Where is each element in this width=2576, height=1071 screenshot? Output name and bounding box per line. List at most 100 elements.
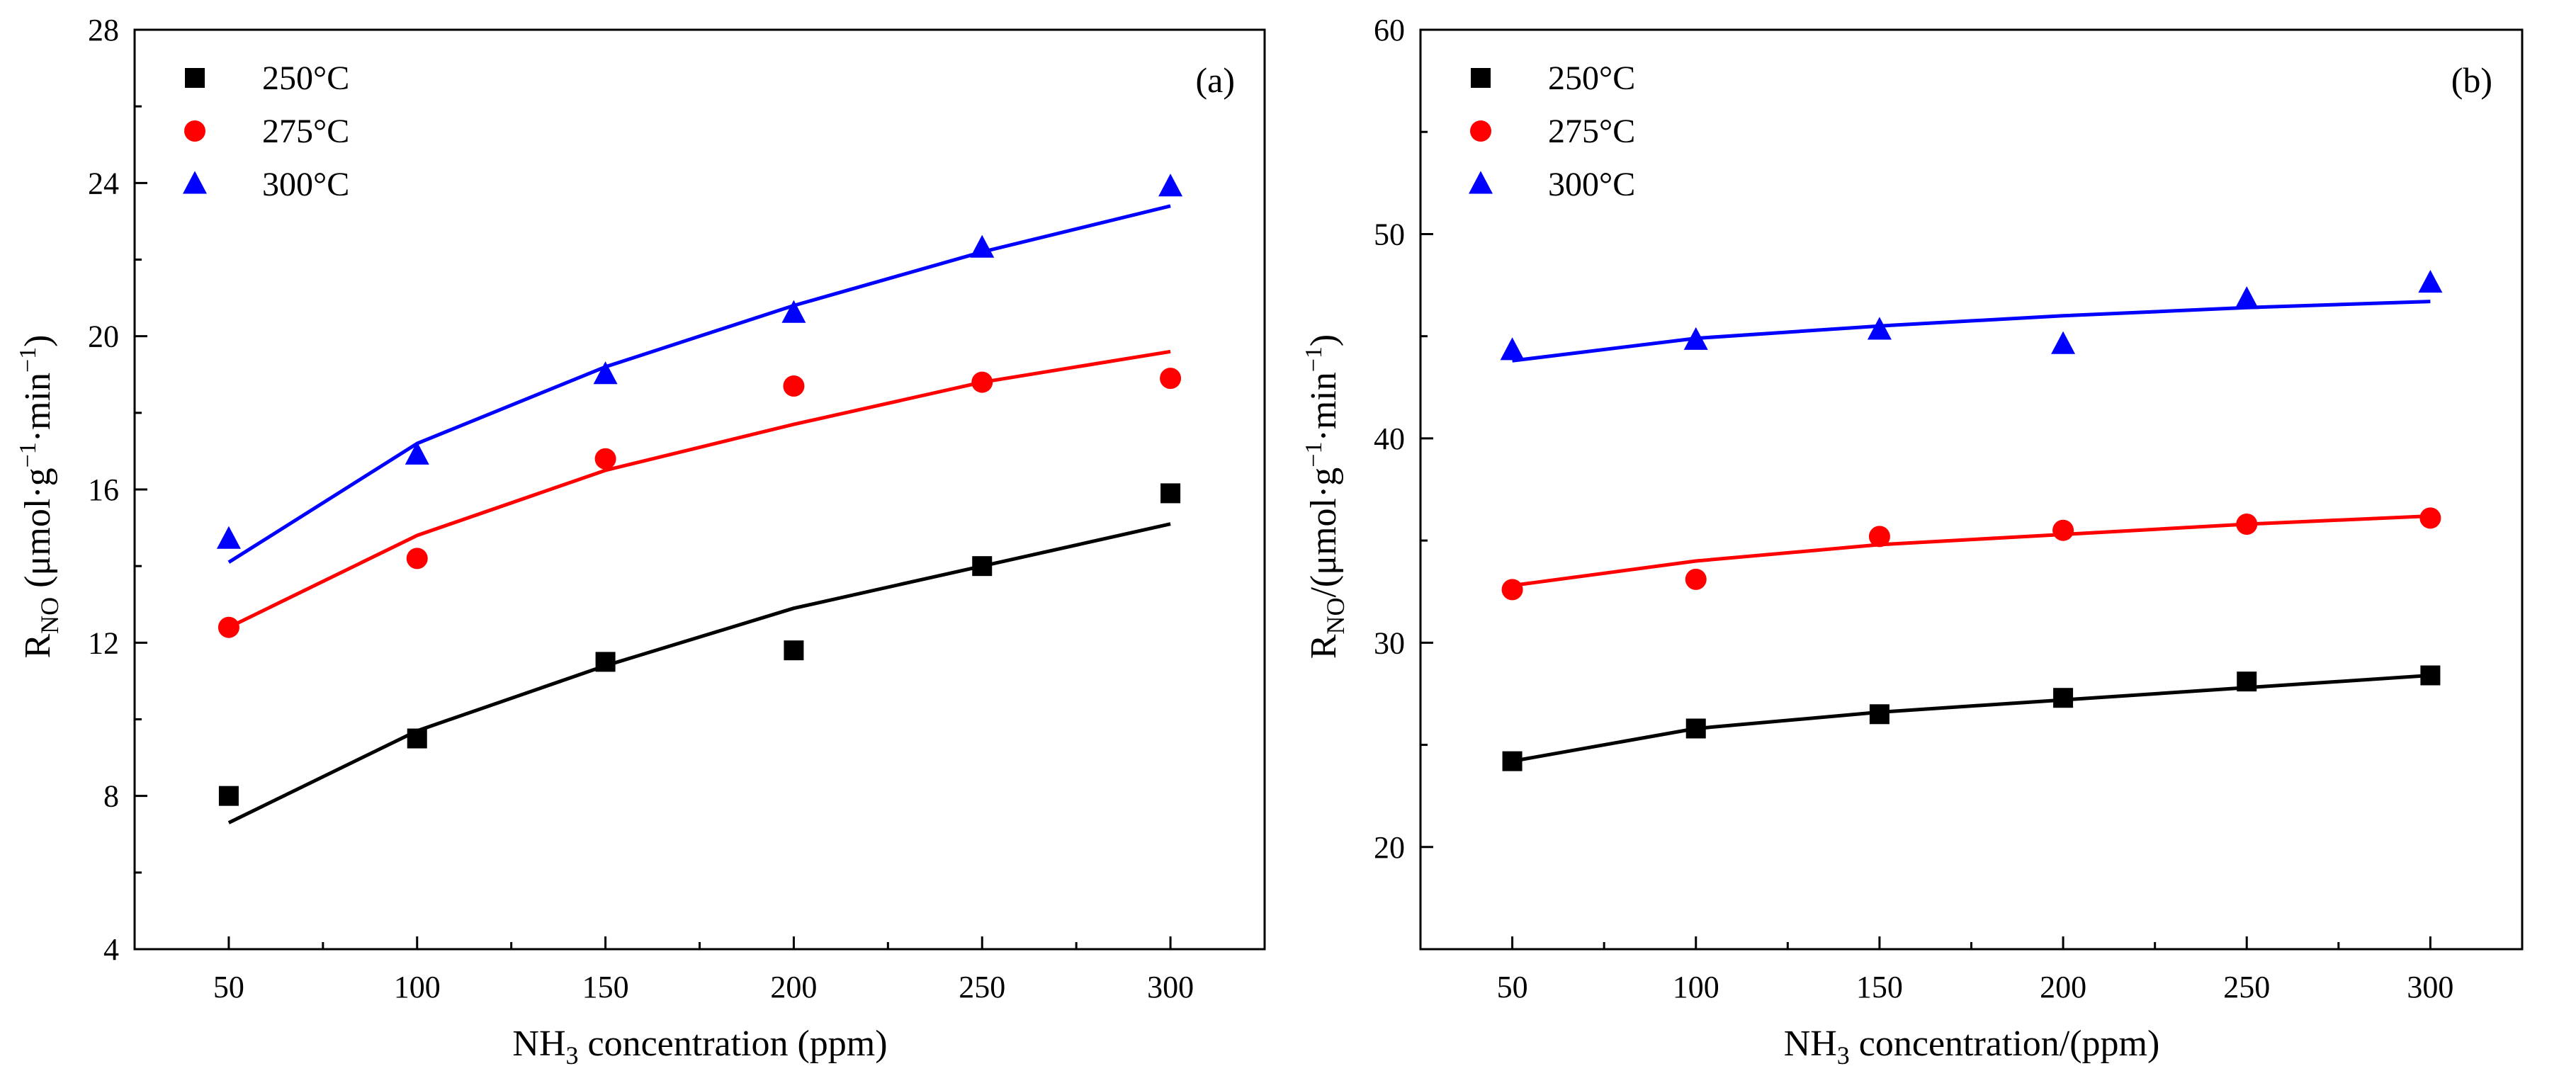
chart-panel-a: 50 100 150 200 250 300 4 8 12 16 20 24 28 NH3 concent… xyxy=(15,13,1266,1070)
y-axis-title-unit: (μmol·g xyxy=(18,468,58,596)
data-point xyxy=(405,441,429,465)
data-point xyxy=(2236,514,2258,536)
y-axis-title: RNO (μmol·g−1·min−1) xyxy=(15,334,64,658)
x-axis-title-subscript: 3 xyxy=(1837,1041,1850,1070)
legend-marker xyxy=(1471,68,1491,88)
data-point xyxy=(784,640,804,661)
legend-label: 300°C xyxy=(262,166,349,203)
data-point xyxy=(783,375,805,397)
fit-curve xyxy=(227,522,1171,824)
y-axis-title-exponent: −1 xyxy=(15,347,41,373)
legend-label: 275°C xyxy=(262,113,349,150)
data-point xyxy=(1501,579,1523,601)
fit-curve xyxy=(1512,514,2431,588)
data-point xyxy=(1868,526,1890,548)
fit-curve xyxy=(227,349,1171,629)
data-point xyxy=(218,786,239,806)
data-point xyxy=(1158,174,1183,197)
y-axis-title-subscript: NO xyxy=(1321,598,1350,635)
data-point xyxy=(1869,704,1889,725)
y-tick-label: 28 xyxy=(88,13,119,47)
y-tick-label: 40 xyxy=(1374,421,1405,456)
y-tick-label: 16 xyxy=(88,472,119,507)
x-tick-label: 300 xyxy=(2407,970,2453,1004)
y-tick-label: 50 xyxy=(1374,217,1405,251)
panel-label: (a) xyxy=(1196,60,1236,100)
data-point xyxy=(2418,270,2443,293)
x-tick-label: 150 xyxy=(582,970,629,1004)
data-point xyxy=(972,556,993,577)
y-axis-title-r: R xyxy=(18,634,58,659)
data-point xyxy=(2051,331,2076,354)
data-point xyxy=(593,361,618,385)
y-tick-label: 24 xyxy=(88,166,119,200)
x-tick-label: 150 xyxy=(1856,970,1903,1004)
x-tick-label: 250 xyxy=(2223,970,2270,1004)
data-point xyxy=(1160,368,1182,390)
data-point xyxy=(595,652,616,672)
y-tick-label: 60 xyxy=(1374,13,1405,47)
data-point xyxy=(971,371,993,393)
x-axis-title-main: NH xyxy=(1784,1024,1837,1064)
y-axis-title: RNO/(μmol·g−1·min−1) xyxy=(1301,334,1350,659)
data-point xyxy=(594,448,616,470)
data-point xyxy=(2237,672,2257,692)
legend-label: 250°C xyxy=(262,60,349,97)
series-275°C xyxy=(218,349,1182,638)
legend-marker xyxy=(1469,171,1493,194)
legend-marker xyxy=(183,171,207,194)
y-axis-title-unit: /(μmol·g xyxy=(1304,468,1344,598)
legend-marker xyxy=(1470,120,1491,142)
data-point xyxy=(2053,688,2074,708)
data-point xyxy=(2420,665,2441,686)
x-tick-label: 100 xyxy=(394,970,441,1004)
data-point xyxy=(970,234,995,258)
legend-label: 275°C xyxy=(1548,113,1635,150)
x-tick-label: 200 xyxy=(2040,970,2086,1004)
data-point xyxy=(1683,327,1708,350)
x-axis-title: NH3 concentration/(ppm) xyxy=(1784,1024,2160,1070)
data-point xyxy=(781,300,806,323)
panel-label: (b) xyxy=(2451,60,2492,100)
fit-curve xyxy=(1512,300,2431,363)
y-axis-title-r: R xyxy=(1304,634,1344,659)
legend-label: 250°C xyxy=(1548,60,1635,97)
data-point xyxy=(1160,483,1181,504)
x-axis-title-main: NH xyxy=(512,1024,565,1064)
series-250°C xyxy=(218,483,1181,824)
x-axis-title: NH3 concentration (ppm) xyxy=(512,1024,887,1070)
y-axis-title-exponent: −1 xyxy=(15,442,41,468)
y-axis-title-close: ) xyxy=(1304,334,1344,346)
legend-label: 300°C xyxy=(1548,166,1635,203)
series-300°C xyxy=(1500,270,2443,363)
data-point xyxy=(1502,751,1523,771)
x-tick-label: 100 xyxy=(1673,970,1719,1004)
data-point xyxy=(407,728,427,749)
data-point xyxy=(218,616,239,638)
x-tick-label: 200 xyxy=(770,970,817,1004)
x-axis-title-rest: concentration/(ppm) xyxy=(1850,1024,2160,1064)
legend-marker xyxy=(184,120,205,142)
y-axis-title-unit-mid: ·min xyxy=(1304,372,1344,441)
y-tick-label: 20 xyxy=(88,319,119,354)
data-point xyxy=(2052,519,2074,541)
data-point xyxy=(216,526,241,549)
data-point xyxy=(2419,507,2441,529)
x-axis-title-rest: concentration (ppm) xyxy=(579,1024,888,1064)
fit-curve xyxy=(227,204,1171,564)
series-275°C xyxy=(1501,507,2441,601)
y-tick-label: 4 xyxy=(103,932,119,967)
y-axis-title-subscript: NO xyxy=(35,597,64,634)
series-250°C xyxy=(1502,665,2441,771)
y-axis-title-exponent: −1 xyxy=(1301,442,1327,468)
x-tick-label: 250 xyxy=(959,970,1005,1004)
data-point xyxy=(1500,337,1525,361)
data-point xyxy=(406,548,428,570)
series-300°C xyxy=(216,174,1183,564)
data-point xyxy=(1685,568,1707,590)
data-point xyxy=(2235,286,2259,310)
x-tick-label: 50 xyxy=(213,970,244,1004)
data-point xyxy=(1867,317,1892,340)
x-axis-title-subscript: 3 xyxy=(566,1041,579,1070)
